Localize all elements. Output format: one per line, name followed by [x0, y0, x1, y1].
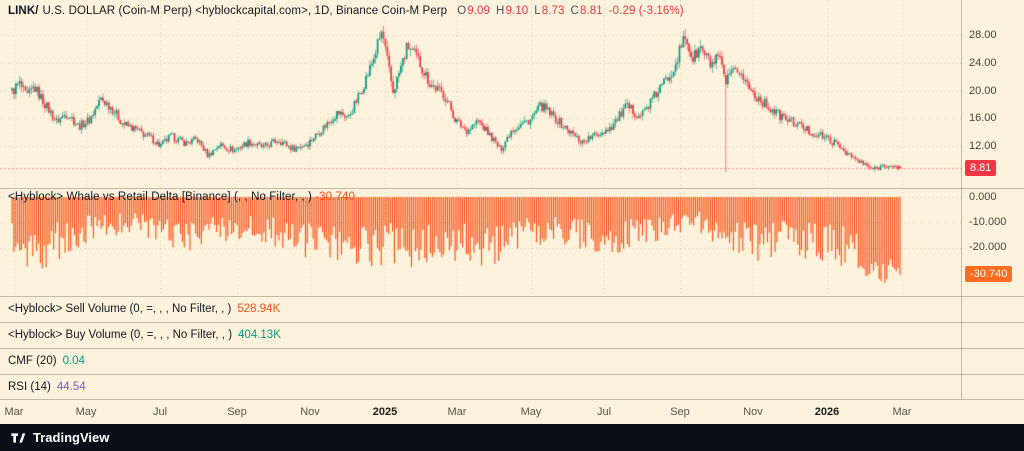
cmf-label: CMF (20): [8, 355, 57, 367]
time-label: Jul: [152, 405, 168, 418]
time-label: Sep: [670, 405, 690, 418]
buy-volume-label: <Hyblock> Buy Volume (0, =, , , No Filte…: [8, 329, 233, 341]
time-axis[interactable]: Mar May Jul Sep Nov 2025 Mar May Jul Sep…: [0, 399, 1024, 424]
time-label: May: [75, 405, 97, 418]
price-tick: 28.00: [969, 29, 997, 41]
sell-volume-row[interactable]: <Hyblock> Sell Volume (0, =, , , No Filt…: [0, 296, 961, 322]
tradingview-brand-text: TradingView: [33, 430, 110, 445]
delta-tick: 0.000: [969, 191, 997, 203]
pane-separator: [0, 399, 1024, 400]
pane-separator[interactable]: [0, 374, 1024, 375]
cmf-value: 0.04: [62, 355, 85, 367]
sell-volume-label: <Hyblock> Sell Volume (0, =, , , No Filt…: [8, 303, 232, 315]
low-value: 8.73: [541, 5, 565, 17]
close-label: C: [570, 5, 579, 17]
tradingview-logo-link[interactable]: TradingView: [10, 430, 109, 446]
whale-delta-value: -30.740: [315, 191, 355, 203]
high-label: H: [496, 5, 505, 17]
time-label: Mar: [4, 405, 24, 418]
delta-histogram-canvas[interactable]: [0, 188, 961, 296]
pane-separator[interactable]: [0, 188, 1024, 189]
whale-delta-label: <Hyblock> Whale vs Retail Delta [Binance…: [8, 191, 312, 203]
low-label: L: [534, 5, 541, 17]
time-label: Sep: [227, 405, 247, 418]
close-value: 8.81: [579, 5, 603, 17]
candlestick-canvas[interactable]: [0, 0, 961, 188]
rsi-value: 44.54: [56, 380, 86, 393]
symbol-description: U.S. DOLLAR (Coin-M Perp) <hyblockcapita…: [42, 5, 448, 17]
delta-tick: -20.000: [969, 241, 1007, 253]
time-label: Mar: [892, 405, 912, 418]
delta-tick: -10.000: [969, 216, 1007, 228]
price-tick: 12.00: [969, 140, 997, 152]
rsi-row[interactable]: RSI (14) 44.54: [0, 374, 961, 399]
open-value: 9.09: [467, 5, 491, 17]
whale-delta-legend[interactable]: <Hyblock> Whale vs Retail Delta [Binance…: [8, 191, 355, 203]
delta-value-badge: -30.740: [965, 266, 1013, 282]
time-label: Nov: [743, 405, 763, 418]
tradingview-logo-icon: [11, 432, 26, 443]
footer-bar: TradingView: [0, 424, 1024, 451]
price-tick: 20.00: [969, 85, 997, 97]
last-price-badge: 8.81: [965, 160, 997, 176]
buy-volume-value: 404.13K: [238, 329, 281, 341]
time-label: Mar: [447, 405, 467, 418]
rsi-label: RSI (14): [8, 380, 51, 393]
time-label: Jul: [596, 405, 612, 418]
pane-separator[interactable]: [0, 348, 1024, 349]
whale-delta-pane[interactable]: <Hyblock> Whale vs Retail Delta [Binance…: [0, 188, 961, 296]
price-tick: 24.00: [969, 57, 997, 69]
pane-separator[interactable]: [0, 322, 1024, 323]
price-tick: 16.00: [969, 112, 997, 124]
price-pane[interactable]: LINK/U.S. DOLLAR (Coin-M Perp) <hyblockc…: [0, 0, 961, 188]
open-label: O: [457, 5, 467, 17]
symbol-legend[interactable]: LINK/U.S. DOLLAR (Coin-M Perp) <hyblockc…: [8, 5, 684, 17]
ohlc-values: O9.09 H9.10 L8.73 C8.81 -0.29 (-3.16%): [451, 5, 683, 17]
buy-volume-row[interactable]: <Hyblock> Buy Volume (0, =, , , No Filte…: [0, 322, 961, 348]
sell-volume-value: 528.94K: [237, 303, 281, 315]
time-label: Nov: [300, 405, 320, 418]
high-value: 9.10: [505, 5, 529, 17]
cmf-row[interactable]: CMF (20) 0.04: [0, 348, 961, 374]
time-label-year: 2026: [814, 405, 840, 418]
pane-separator[interactable]: [0, 296, 1024, 297]
price-axis[interactable]: 28.00 24.00 20.00 16.00 12.00 8.81 0.000…: [961, 0, 1024, 399]
price-change: -0.29 (-3.16%): [608, 5, 684, 17]
symbol-name[interactable]: LINK/: [8, 5, 39, 17]
time-label-year: 2025: [372, 405, 398, 418]
time-label: May: [520, 405, 542, 418]
